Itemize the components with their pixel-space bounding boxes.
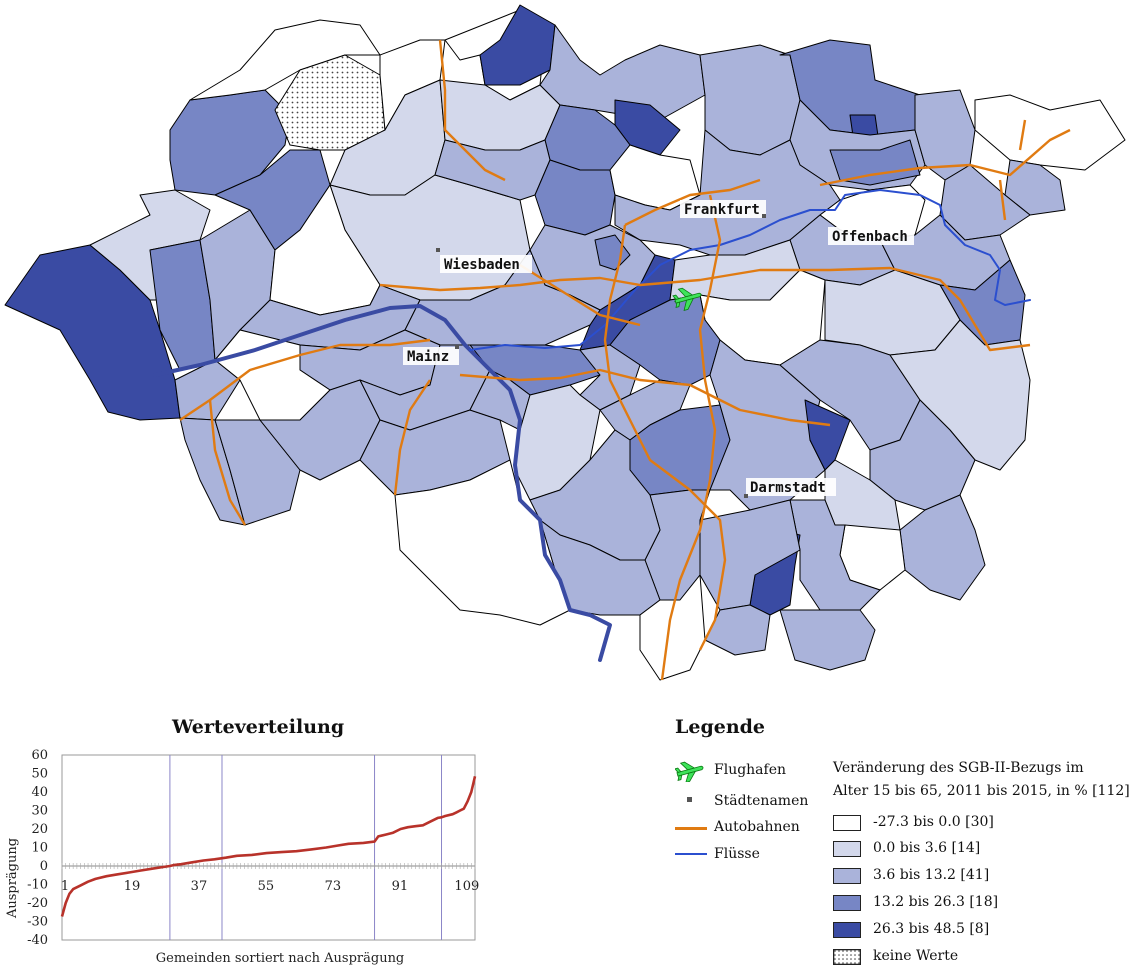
highway <box>438 39 506 182</box>
region <box>699 499 801 611</box>
city-marker-icon <box>687 797 692 802</box>
x-tick-label: 19 <box>124 879 141 894</box>
highway <box>393 379 431 496</box>
class-label: keine Werte <box>873 948 959 964</box>
highway-line-icon <box>675 827 707 830</box>
highway <box>208 399 247 526</box>
region <box>789 499 881 611</box>
highway <box>660 194 722 681</box>
city-label: Frankfurt <box>684 202 760 218</box>
y-tick-label: -10 <box>27 878 48 893</box>
classes-title: Alter 15 bis 65, 2011 bis 2015, in % [11… <box>833 783 1130 799</box>
city-label: Offenbach <box>832 229 908 245</box>
y-tick-label: 40 <box>31 785 48 800</box>
x-tick-label: 109 <box>454 879 479 894</box>
class-swatch <box>833 841 861 857</box>
legend-label: Autobahnen <box>714 819 800 835</box>
river-main <box>469 189 1031 351</box>
y-tick-label: 20 <box>31 822 48 837</box>
legend-label: Flüsse <box>714 846 760 862</box>
chart-xlabel: Gemeinden sortiert nach Ausprägung <box>156 951 405 966</box>
region <box>539 24 706 121</box>
distribution-chart: 60 50 40 30 20 10 0 -10 -20 -30 -40 1 19 37 55 73 91 109… <box>5 748 479 966</box>
city-label: Mainz <box>407 349 449 365</box>
x-tick-label: 1 <box>61 879 69 894</box>
choropleth-map: Frankfurt Offenbach Wiesbaden Mainz Darm… <box>4 4 1126 681</box>
region <box>899 494 986 601</box>
city-label: Darmstadt <box>750 480 826 496</box>
y-tick-label: 0 <box>40 859 48 874</box>
highway <box>998 179 1007 221</box>
region <box>974 94 1126 171</box>
class-swatch <box>833 815 861 831</box>
class-swatch <box>833 922 861 938</box>
highway <box>819 128 1071 187</box>
class-label: -27.3 bis 0.0 [30] <box>873 814 994 830</box>
highway <box>379 266 1031 352</box>
x-tick-label: 55 <box>258 879 275 894</box>
legend-title: Legende <box>675 716 766 738</box>
class-swatch-dotted <box>833 949 861 965</box>
highway <box>603 224 727 651</box>
city-marker-icon <box>744 494 748 498</box>
y-tick-label: -40 <box>27 933 48 948</box>
chart-plot-area <box>61 754 476 941</box>
airplane-icon <box>672 287 702 311</box>
river-line-icon <box>675 853 707 855</box>
y-tick-label: -20 <box>27 896 48 911</box>
x-tick-label: 91 <box>392 879 409 894</box>
region <box>704 604 771 656</box>
airplane-icon <box>675 761 704 782</box>
x-tick-label: 73 <box>325 879 342 894</box>
city-marker-icon <box>436 248 440 252</box>
x-tick-label: 37 <box>191 879 208 894</box>
region <box>889 319 1031 471</box>
city-marker-icon <box>455 345 459 349</box>
class-swatch <box>833 895 861 911</box>
highway <box>519 263 641 327</box>
highway <box>624 178 761 227</box>
region <box>779 609 876 671</box>
city-label: Wiesbaden <box>444 257 520 273</box>
class-label: 13.2 bis 26.3 [18] <box>873 894 999 910</box>
y-tick-label: 10 <box>31 841 48 856</box>
class-label: 3.6 bis 13.2 [41] <box>873 867 990 883</box>
chart-ylabel: Ausprägung <box>5 838 20 919</box>
river-rhine <box>153 304 612 662</box>
legend-label: Städtenamen <box>714 793 809 809</box>
y-tick-label: 50 <box>31 767 48 782</box>
highway <box>459 368 831 427</box>
class-swatch <box>833 868 861 884</box>
distribution-title: Werteverteilung <box>172 716 345 738</box>
highway <box>1018 119 1027 151</box>
y-tick-label: -30 <box>27 915 48 930</box>
distribution-line <box>60 776 477 917</box>
city-marker-icon <box>762 214 766 218</box>
y-tick-label: 30 <box>31 804 48 819</box>
classes-title: Veränderung des SGB-II-Bezugs im <box>833 760 1084 776</box>
class-label: 0.0 bis 3.6 [14] <box>873 840 981 856</box>
y-tick-label: 60 <box>31 748 48 763</box>
class-label: 26.3 bis 48.5 [8] <box>873 921 990 937</box>
legend-label: Flughafen <box>714 762 787 778</box>
region <box>534 159 616 236</box>
